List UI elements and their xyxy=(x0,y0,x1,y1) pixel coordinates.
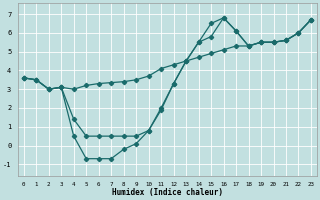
X-axis label: Humidex (Indice chaleur): Humidex (Indice chaleur) xyxy=(112,188,223,197)
